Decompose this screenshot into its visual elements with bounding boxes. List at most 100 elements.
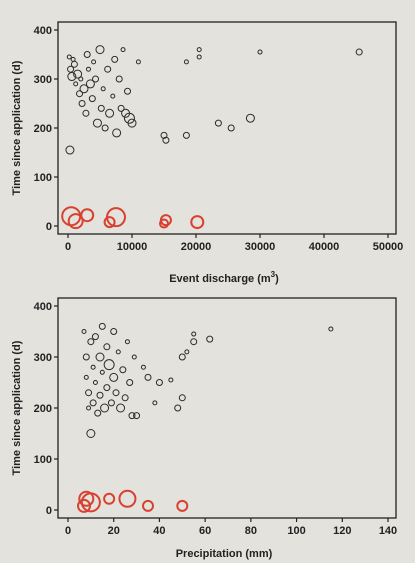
chart-1-highlight-point — [159, 218, 169, 229]
chart-1-data-point — [245, 113, 255, 123]
chart-2-y-axis-title: Time since application (d) — [11, 340, 23, 475]
chart-2-data-point — [155, 379, 163, 386]
chart-2-x-tick-label: 60 — [199, 525, 211, 537]
chart-1-data-point — [214, 119, 222, 127]
chart-2-data-point — [94, 409, 102, 417]
chart-2-data-point — [103, 343, 111, 351]
chart-2-ticks: 0 20 40 60 80 100 120 140 0 100 200 300 400 — [34, 301, 398, 537]
chart-1-y-tick-label: 300 — [34, 74, 52, 86]
chart-1-x-tick-label: 0 — [65, 241, 71, 253]
chart-1-data-point — [120, 47, 126, 53]
chart-2-data-point — [110, 328, 118, 335]
chart-1-highlight-point — [80, 208, 95, 223]
chart-2-data-point — [116, 403, 126, 413]
chart-1-data-point — [92, 75, 100, 83]
chart-1-y-axis-title: Time since application (d) — [11, 60, 23, 195]
chart-2-data-point — [152, 400, 158, 406]
chart-1-data-point — [70, 56, 76, 62]
chart-1-x-tick-label: 30000 — [245, 241, 276, 253]
chart-1-data-point — [88, 95, 96, 103]
chart-2-data-point — [86, 429, 96, 438]
chart-1-data-point — [91, 59, 97, 65]
chart-2-data-point — [96, 391, 104, 399]
chart-1-data-point — [112, 128, 122, 138]
chart-1-data-point — [92, 118, 102, 128]
chart-1-data-point — [105, 108, 115, 118]
chart-1-x-tick-label: 40000 — [309, 241, 340, 253]
chart-2-data-point — [92, 380, 98, 385]
chart-2-data-point — [95, 352, 105, 362]
chart-1-data-point — [123, 112, 135, 124]
chart-2-data-point — [121, 394, 129, 402]
chart-2-data-point — [190, 338, 198, 346]
chart-1-data-point — [97, 104, 105, 112]
chart-2-data-point — [131, 354, 137, 360]
chart-1-data-point — [257, 49, 263, 55]
chart-2-y-tick-label: 100 — [34, 454, 52, 466]
chart-1-highlight-point — [190, 215, 205, 230]
chart-1-x-axis-label: Event discharge (m — [169, 273, 271, 285]
chart-2-x-axis-title: Precipitation (mm) — [176, 548, 273, 560]
chart-2-data-point — [174, 404, 182, 412]
chart-2-x-tick-label: 20 — [108, 525, 120, 537]
chart-1-data-point — [196, 54, 202, 60]
chart-2-data-point — [178, 353, 186, 361]
chart-2-data-point — [107, 399, 115, 407]
chart-1-x-axis-suffix: ) — [275, 273, 279, 285]
chart-1-y-tick-label: 0 — [46, 221, 52, 233]
chart-2-x-tick-label: 0 — [65, 525, 71, 537]
chart-2-data-point — [91, 333, 99, 341]
chart-1-data-point — [182, 131, 190, 139]
chart-1-data-point — [124, 87, 132, 95]
chart-1-data-point — [83, 51, 91, 58]
chart-1-data-point — [127, 118, 137, 128]
chart-2-data-point — [328, 326, 334, 332]
chart-2-highlight-point — [142, 499, 154, 512]
chart-1-data-point — [227, 124, 235, 132]
chart-2-data-point — [109, 372, 119, 382]
chart-2-data-point — [90, 364, 96, 370]
chart-2-x-tick-label: 120 — [333, 525, 351, 537]
chart-2-data-point — [126, 379, 134, 386]
chart-2-highlight-point — [176, 499, 189, 512]
chart-1-data-point — [101, 124, 109, 132]
chart-2-data-point — [100, 403, 110, 413]
chart-1-highlight-point — [159, 214, 172, 227]
chart-1-data-point — [70, 60, 78, 68]
chart-1-data-point — [135, 59, 141, 65]
chart-2-y-tick-label: 200 — [34, 403, 52, 415]
chart-1-data-point — [78, 100, 86, 107]
chart-2-data-point — [128, 412, 136, 420]
chart-2-data-point — [86, 405, 92, 411]
chart-1-marks — [61, 45, 363, 230]
chart-1-plot-frame — [57, 21, 397, 235]
chart-1-x-tick-label: 10000 — [117, 241, 148, 253]
chart-1-data-point — [66, 54, 72, 60]
chart-1-data-point — [355, 48, 363, 56]
chart-2-data-point — [124, 339, 130, 345]
chart-2-data-point — [81, 329, 87, 334]
chart-1-data-point — [76, 90, 84, 98]
chart-1-data-point — [79, 84, 89, 94]
chart-1-highlight-point — [67, 213, 84, 230]
chart-2-data-point — [82, 353, 90, 361]
chart-1-data-point — [115, 75, 123, 83]
chart-2-data-point — [85, 389, 93, 397]
chart-2-x-tick-label: 40 — [153, 525, 165, 537]
chart-2-highlight-point — [77, 498, 91, 513]
chart-2-y-tick-label: 0 — [46, 505, 52, 517]
chart-2-x-tick-label: 140 — [379, 525, 397, 537]
chart-2-x-tick-label: 100 — [287, 525, 305, 537]
chart-2-data-point — [133, 412, 141, 420]
chart-1-data-point — [67, 65, 75, 73]
chart-2-data-point — [98, 322, 106, 330]
chart-1-y-tick-label: 100 — [34, 172, 52, 184]
chart-panel-1: 0 10000 20000 30000 40000 500000100200300400 … — [11, 21, 403, 285]
chart-2-data-point — [103, 384, 111, 392]
chart-1-x-tick-label: 20000 — [181, 241, 212, 253]
chart-2-data-point — [83, 374, 89, 380]
chart-1-highlight-point — [106, 207, 126, 228]
chart-2-data-point — [191, 331, 197, 337]
chart-1-data-point — [104, 65, 112, 73]
